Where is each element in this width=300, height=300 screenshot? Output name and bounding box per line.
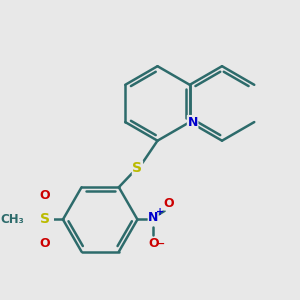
Text: O: O <box>40 189 50 202</box>
Text: +: + <box>156 207 164 217</box>
Text: S: S <box>132 161 142 175</box>
Text: O: O <box>164 197 174 210</box>
Text: N: N <box>148 211 158 224</box>
Text: N: N <box>188 116 198 129</box>
Text: −: − <box>156 239 165 249</box>
Text: O: O <box>148 237 158 250</box>
Text: S: S <box>40 212 50 226</box>
Text: CH₃: CH₃ <box>1 213 24 226</box>
Text: O: O <box>40 237 50 250</box>
